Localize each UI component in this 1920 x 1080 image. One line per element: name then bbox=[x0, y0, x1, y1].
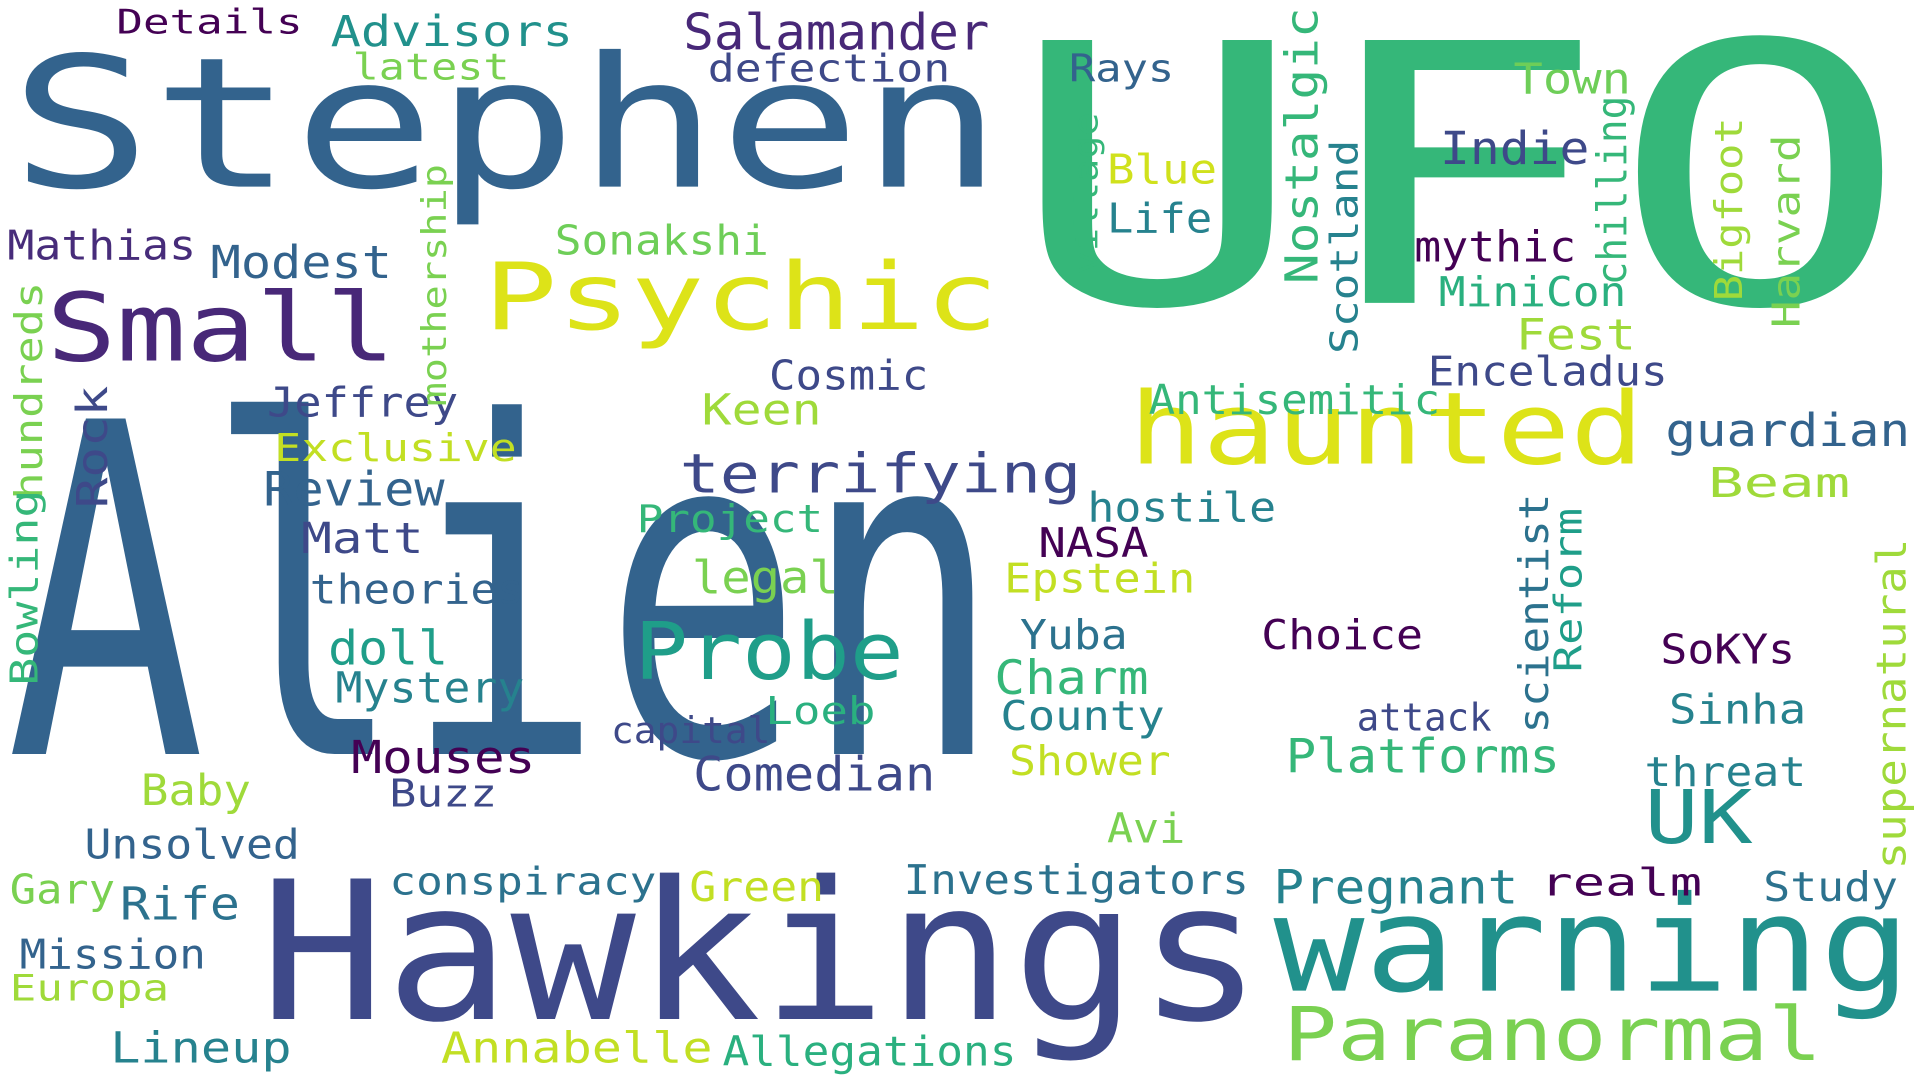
word-fest: Fest bbox=[1515, 309, 1636, 361]
word-jeffrey: Jeffrey bbox=[266, 378, 459, 427]
word-minicon: MiniCon bbox=[1438, 268, 1627, 316]
word-antisemitic: Antisemitic bbox=[1148, 375, 1441, 424]
word-rock: Rock bbox=[67, 385, 118, 509]
word-supernatural: supernatural bbox=[1867, 538, 1916, 870]
word-paranormal: Paranormal bbox=[1283, 991, 1823, 1078]
word-baby: Baby bbox=[140, 765, 251, 816]
word-conspiracy: conspiracy bbox=[389, 858, 657, 904]
word-yuba: Yuba bbox=[1020, 611, 1128, 659]
word-mathias: Mathias bbox=[7, 221, 197, 270]
word-lineup: Lineup bbox=[110, 1022, 292, 1073]
word-exclusive: Exclusive bbox=[274, 425, 517, 471]
word-hundreds: hundreds bbox=[6, 281, 52, 500]
word-mythic: mythic bbox=[1414, 221, 1577, 272]
word-modest: Modest bbox=[210, 235, 392, 289]
word-nasa: NASA bbox=[1038, 519, 1149, 567]
word-indie: Indie bbox=[1440, 122, 1590, 176]
word-keen: Keen bbox=[701, 384, 822, 435]
word-mothership: mothership bbox=[414, 164, 455, 407]
word-choice: Choice bbox=[1261, 611, 1423, 659]
word-scotland: Scotland bbox=[1321, 139, 1367, 354]
word-study: Study bbox=[1763, 863, 1898, 912]
word-stephen: Stephen bbox=[9, 17, 1003, 231]
word-town: Town bbox=[1513, 53, 1631, 105]
word-review: Review bbox=[263, 461, 445, 517]
word-blue: Blue bbox=[1106, 145, 1218, 194]
word-mouses: Mouses bbox=[351, 730, 536, 784]
word-bowling: Bowling bbox=[1, 489, 47, 686]
word-advisors: Advisors bbox=[330, 5, 573, 57]
word-gary: Gary bbox=[9, 865, 116, 914]
word-avi: Avi bbox=[1106, 804, 1186, 853]
word-unsolved: Unsolved bbox=[84, 820, 300, 869]
word-haunted: haunted bbox=[1128, 370, 1644, 488]
word-capital: capital bbox=[611, 709, 771, 752]
word-green: Green bbox=[689, 863, 825, 912]
word-probe: Probe bbox=[634, 605, 904, 698]
word-shower: Shower bbox=[1008, 737, 1171, 785]
word-nostalgic: Nostalgic bbox=[1275, 7, 1329, 285]
word-europa: Europa bbox=[9, 966, 170, 1009]
word-threat: threat bbox=[1644, 748, 1807, 796]
word-bigfoot: Bigfoot bbox=[1705, 117, 1752, 302]
word-beam: Beam bbox=[1708, 459, 1851, 507]
word-rays: Rays bbox=[1068, 45, 1175, 91]
word-guardian: guardian bbox=[1665, 403, 1911, 457]
word-life: Life bbox=[1106, 194, 1213, 243]
word-village: village bbox=[1065, 112, 1106, 275]
word-warning: warning bbox=[1273, 867, 1911, 1023]
word-hawkings: Hawkings bbox=[259, 839, 1263, 1066]
word-legal: legal bbox=[691, 550, 839, 604]
word-matt: Matt bbox=[301, 512, 424, 564]
word-ufo: UFO bbox=[1006, 0, 1911, 390]
word-platforms: Platforms bbox=[1285, 727, 1560, 784]
word-charm: Charm bbox=[994, 649, 1149, 706]
word-details: Details bbox=[116, 1, 303, 42]
word-sinha: Sinha bbox=[1668, 685, 1807, 734]
word-comedian: Comedian bbox=[693, 746, 936, 803]
word-mystery: Mystery bbox=[335, 662, 525, 713]
word-buzz: Buzz bbox=[389, 770, 498, 816]
word-theories: theories bbox=[309, 565, 524, 614]
word-chilling: chilling bbox=[1588, 95, 1636, 286]
word-salamander: Salamander bbox=[683, 2, 990, 62]
word-sonakshi: Sonakshi bbox=[554, 216, 769, 265]
word-realm: realm bbox=[1540, 859, 1703, 905]
word-doll: doll bbox=[328, 620, 449, 676]
word-attack: attack bbox=[1356, 694, 1492, 740]
word-hostile: hostile bbox=[1087, 483, 1277, 532]
word-rife: Rife bbox=[120, 877, 240, 931]
word-small: Small bbox=[46, 273, 396, 384]
word-county: County bbox=[1000, 691, 1165, 740]
word-annabelle: Annabelle bbox=[440, 1022, 713, 1073]
word-loeb: Loeb bbox=[765, 688, 876, 734]
word-epstein: Epstein bbox=[1004, 554, 1196, 603]
word-uk: UK bbox=[1644, 774, 1753, 861]
word-alien: Alien bbox=[6, 325, 1002, 865]
word-harvard: Harvard bbox=[1763, 134, 1809, 329]
word-psychic: Psychic bbox=[483, 242, 999, 352]
word-reform: Reform bbox=[1545, 508, 1591, 673]
word-mission: Mission bbox=[19, 930, 206, 979]
word-investigators: Investigators bbox=[903, 855, 1249, 904]
word-project: Project bbox=[636, 496, 824, 542]
word-terrifying: terrifying bbox=[679, 442, 1082, 506]
word-allegations: Allegations bbox=[722, 1027, 1017, 1076]
word-sokys: SoKYs bbox=[1660, 625, 1796, 674]
word-enceladus: Enceladus bbox=[1427, 347, 1668, 396]
word-defection: defection bbox=[707, 45, 951, 91]
word-pregnant: Pregnant bbox=[1273, 858, 1519, 915]
word-latest: latest bbox=[352, 45, 510, 89]
word-cosmic: Cosmic bbox=[768, 351, 929, 400]
